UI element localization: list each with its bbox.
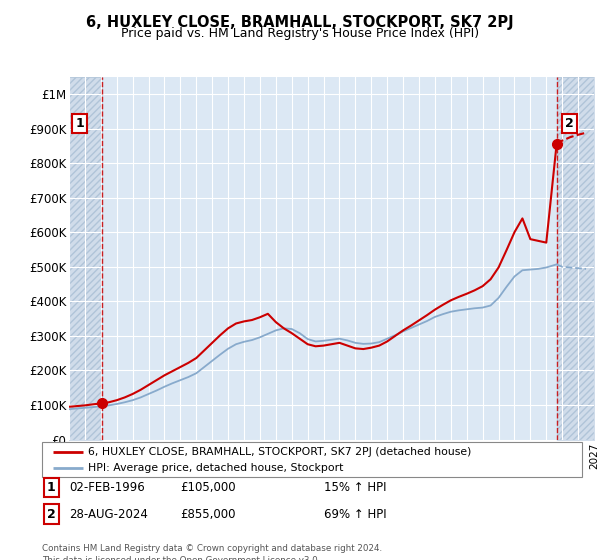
Text: £105,000: £105,000 xyxy=(180,480,236,494)
Text: 6, HUXLEY CLOSE, BRAMHALL, STOCKPORT, SK7 2PJ (detached house): 6, HUXLEY CLOSE, BRAMHALL, STOCKPORT, SK… xyxy=(88,447,471,457)
Text: Contains HM Land Registry data © Crown copyright and database right 2024.
This d: Contains HM Land Registry data © Crown c… xyxy=(42,544,382,560)
Text: Price paid vs. HM Land Registry's House Price Index (HPI): Price paid vs. HM Land Registry's House … xyxy=(121,27,479,40)
Text: £855,000: £855,000 xyxy=(180,507,235,521)
Text: 1: 1 xyxy=(76,117,85,130)
Text: HPI: Average price, detached house, Stockport: HPI: Average price, detached house, Stoc… xyxy=(88,463,343,473)
Text: 1: 1 xyxy=(47,480,55,494)
Text: 2: 2 xyxy=(565,117,574,130)
FancyBboxPatch shape xyxy=(42,442,582,477)
Bar xyxy=(557,77,594,440)
Text: 02-FEB-1996: 02-FEB-1996 xyxy=(69,480,145,494)
Text: 69% ↑ HPI: 69% ↑ HPI xyxy=(324,507,386,521)
Bar xyxy=(69,77,102,440)
Text: 15% ↑ HPI: 15% ↑ HPI xyxy=(324,480,386,494)
Text: 28-AUG-2024: 28-AUG-2024 xyxy=(69,507,148,521)
Text: 6, HUXLEY CLOSE, BRAMHALL, STOCKPORT, SK7 2PJ: 6, HUXLEY CLOSE, BRAMHALL, STOCKPORT, SK… xyxy=(86,15,514,30)
Text: 2: 2 xyxy=(47,507,55,521)
